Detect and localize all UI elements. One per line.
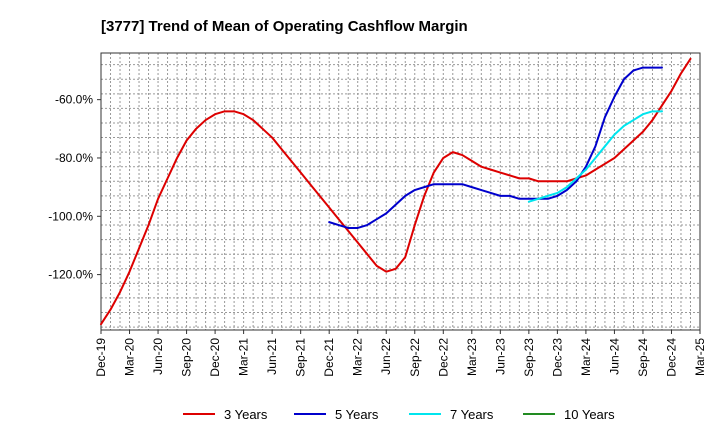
x-tick-label: Jun-24: [607, 338, 621, 375]
x-tick-label: Mar-22: [351, 338, 365, 376]
x-tick-label: Dec-21: [322, 338, 336, 377]
x-tick-label: Dec-23: [550, 338, 564, 377]
y-tick-label: -80.0%: [55, 151, 93, 165]
x-tick-label: Jun-20: [151, 338, 165, 375]
series-line-3-years: [100, 57, 692, 326]
x-tick-label: Dec-19: [94, 338, 108, 377]
x-tick-label: Sep-21: [294, 338, 308, 377]
x-tick-label: Dec-20: [208, 338, 222, 377]
legend-label-5-years: 5 Years: [335, 407, 379, 422]
legend-label-10-years: 10 Years: [564, 407, 615, 422]
y-tick-label: -120.0%: [48, 268, 93, 282]
y-tick-label: -100.0%: [48, 209, 93, 223]
x-tick-label: Mar-20: [123, 338, 137, 376]
x-tick-label: Mar-21: [237, 338, 251, 376]
series-line-5-years: [328, 66, 663, 229]
x-tick-label: Sep-20: [180, 338, 194, 377]
chart-title: [3777] Trend of Mean of Operating Cashfl…: [101, 18, 468, 35]
x-tick-label: Mar-23: [465, 338, 479, 376]
legend: 3 Years 5 Years 7 Years 10 Years: [183, 407, 615, 422]
x-tick-label: Sep-22: [408, 338, 422, 377]
series-line-7-years: [527, 110, 663, 203]
y-axis: -120.0% -100.0% -80.0% -60.0%: [48, 93, 101, 282]
x-tick-label: Jun-22: [379, 338, 393, 375]
legend-label-7-years: 7 Years: [450, 407, 494, 422]
x-tick-label: Jun-23: [493, 338, 507, 375]
x-axis: Dec-19 Mar-20 Jun-20 Sep-20 Dec-20 Mar-21 Jun-…: [94, 330, 707, 377]
plot-frame: [100, 52, 701, 331]
x-tick-label: Dec-24: [664, 338, 678, 377]
x-tick-label: Mar-24: [579, 338, 593, 376]
series-lines: [100, 57, 692, 326]
plot-area: [101, 53, 700, 330]
y-tick-label: -60.0%: [55, 93, 93, 107]
x-tick-label: Sep-23: [522, 338, 536, 377]
x-tick-label: Jun-21: [265, 338, 279, 375]
x-tick-label: Sep-24: [636, 338, 650, 377]
x-tick-label: Mar-25: [693, 338, 707, 376]
x-tick-label: Dec-22: [436, 338, 450, 377]
legend-label-3-years: 3 Years: [224, 407, 268, 422]
